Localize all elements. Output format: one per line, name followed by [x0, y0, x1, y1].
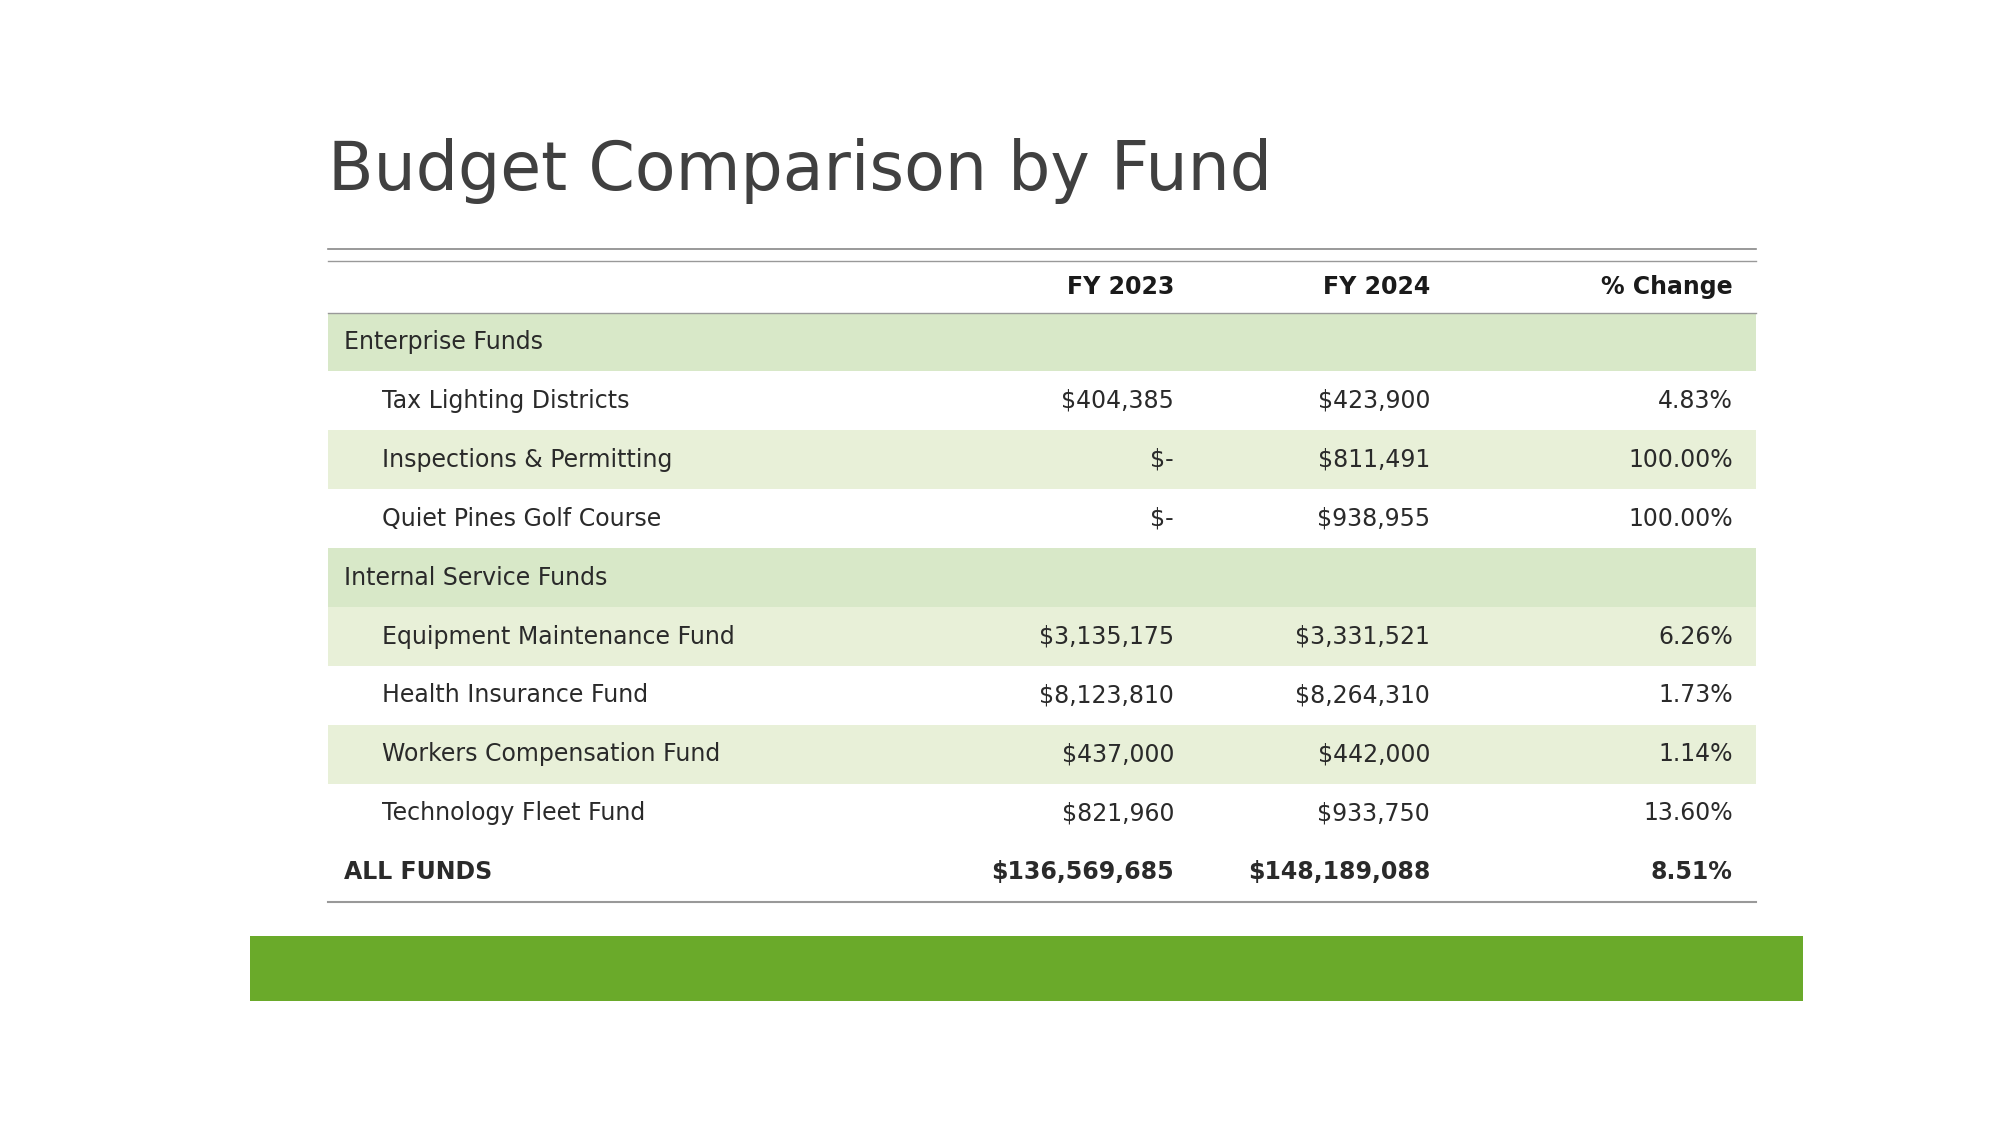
- Text: Enterprise Funds: Enterprise Funds: [345, 330, 543, 354]
- Text: $811,491: $811,491: [1318, 448, 1430, 471]
- Bar: [250, 936, 1803, 1001]
- Bar: [328, 724, 1757, 784]
- Text: $933,750: $933,750: [1318, 801, 1430, 826]
- Text: $437,000: $437,000: [1062, 742, 1174, 766]
- Text: Technology Fleet Fund: Technology Fleet Fund: [383, 801, 645, 826]
- Bar: [328, 313, 1757, 371]
- Text: 4.83%: 4.83%: [1658, 389, 1733, 413]
- Text: 100.00%: 100.00%: [1628, 448, 1733, 471]
- Text: FY 2024: FY 2024: [1322, 274, 1430, 298]
- Text: $423,900: $423,900: [1318, 389, 1430, 413]
- Text: $442,000: $442,000: [1318, 742, 1430, 766]
- Bar: [328, 784, 1757, 843]
- Text: $8,264,310: $8,264,310: [1296, 684, 1430, 708]
- Text: $148,189,088: $148,189,088: [1248, 861, 1430, 884]
- Text: Equipment Maintenance Fund: Equipment Maintenance Fund: [383, 624, 735, 648]
- Text: 6.26%: 6.26%: [1658, 624, 1733, 648]
- Text: Inspections & Permitting: Inspections & Permitting: [383, 448, 673, 471]
- Text: $136,569,685: $136,569,685: [991, 861, 1174, 884]
- Text: $3,135,175: $3,135,175: [1040, 624, 1174, 648]
- Bar: [328, 489, 1757, 548]
- Text: 1.14%: 1.14%: [1658, 742, 1733, 766]
- Text: 13.60%: 13.60%: [1642, 801, 1733, 826]
- Bar: [328, 666, 1757, 724]
- Text: Quiet Pines Golf Course: Quiet Pines Golf Course: [383, 506, 661, 531]
- Text: $821,960: $821,960: [1062, 801, 1174, 826]
- Text: $404,385: $404,385: [1062, 389, 1174, 413]
- Bar: [328, 371, 1757, 431]
- Bar: [328, 548, 1757, 608]
- Bar: [328, 843, 1757, 901]
- Text: Budget Comparison by Fund: Budget Comparison by Fund: [328, 138, 1272, 205]
- Text: Health Insurance Fund: Health Insurance Fund: [383, 684, 649, 708]
- Text: Workers Compensation Fund: Workers Compensation Fund: [383, 742, 721, 766]
- Text: $-: $-: [1150, 506, 1174, 531]
- Text: FY 2023: FY 2023: [1068, 274, 1174, 298]
- Text: 1.73%: 1.73%: [1658, 684, 1733, 708]
- Bar: [328, 431, 1757, 489]
- Text: 100.00%: 100.00%: [1628, 506, 1733, 531]
- Text: 8.51%: 8.51%: [1650, 861, 1733, 884]
- Text: ALL FUNDS: ALL FUNDS: [345, 861, 493, 884]
- Text: Tax Lighting Districts: Tax Lighting Districts: [383, 389, 629, 413]
- Bar: [328, 608, 1757, 666]
- Text: $3,331,521: $3,331,521: [1296, 624, 1430, 648]
- Text: $938,955: $938,955: [1318, 506, 1430, 531]
- Text: % Change: % Change: [1600, 274, 1733, 298]
- Text: $8,123,810: $8,123,810: [1040, 684, 1174, 708]
- Text: $-: $-: [1150, 448, 1174, 471]
- Text: Internal Service Funds: Internal Service Funds: [345, 566, 607, 590]
